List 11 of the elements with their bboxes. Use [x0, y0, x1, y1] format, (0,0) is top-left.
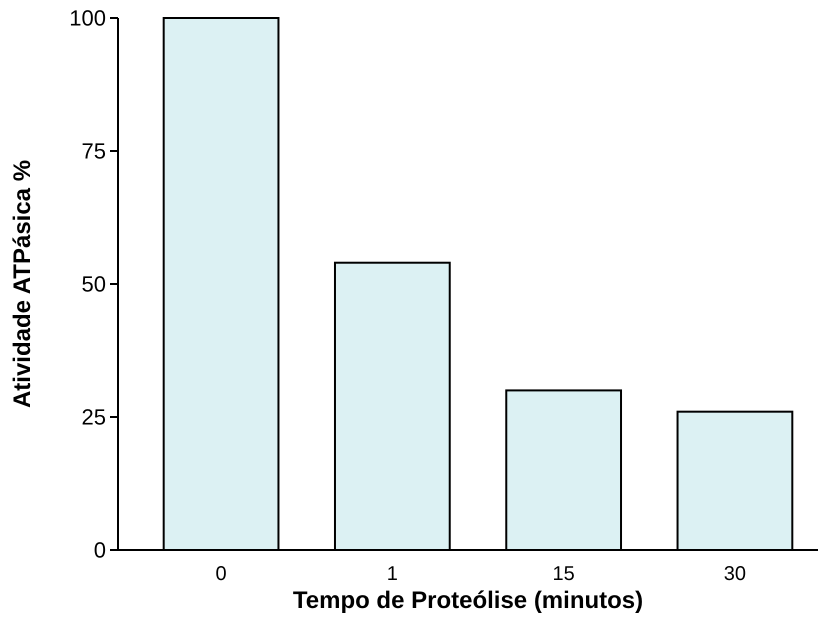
y-axis-title: Atividade ATPásica % [9, 160, 36, 408]
x-tick-label: 0 [216, 563, 227, 585]
y-tick-label: 100 [69, 6, 106, 31]
x-tick-label: 1 [386, 563, 398, 585]
x-tick-label: 15 [552, 563, 575, 585]
y-tick-label: 75 [82, 138, 106, 164]
y-tick-label: 25 [82, 404, 106, 430]
x-axis-title: Tempo de Proteólise (minutos) [292, 587, 644, 614]
y-tick-label: 0 [94, 538, 106, 563]
x-tick-label: 30 [724, 563, 746, 585]
y-tick-label: 50 [82, 272, 106, 297]
